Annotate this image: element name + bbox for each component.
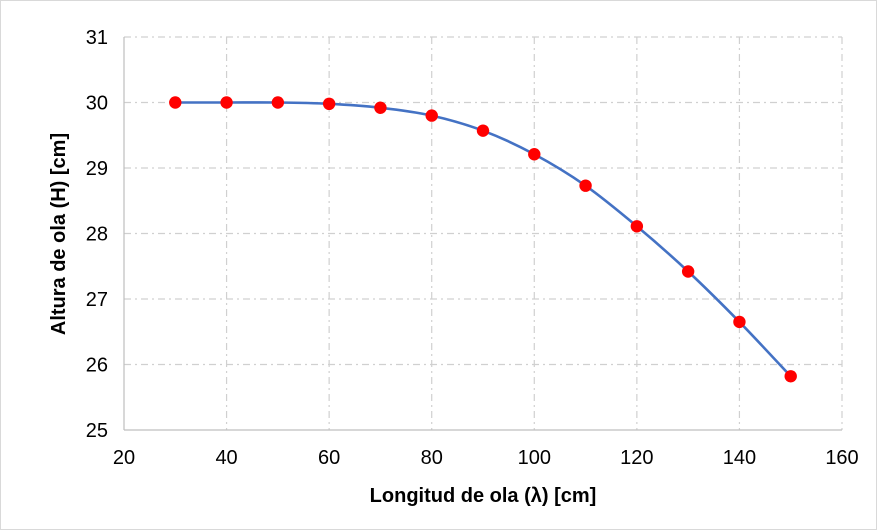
data-point — [528, 148, 541, 161]
series-line — [175, 101, 792, 378]
data-point — [476, 124, 490, 137]
y-axis-title: Altura de ola (H) [cm] — [48, 133, 70, 335]
y-tick-label: 29 — [86, 158, 108, 180]
y-tick-label: 28 — [86, 224, 108, 246]
data-point — [733, 315, 746, 329]
y-tick-label: 25 — [86, 420, 108, 442]
x-tick-label: 160 — [825, 447, 858, 469]
data-point — [630, 220, 644, 233]
data-point — [681, 265, 695, 278]
x-tick-label: 100 — [518, 447, 551, 469]
x-tick-label: 40 — [215, 447, 237, 469]
data-point — [271, 96, 285, 109]
tick-labels: 25 26 27 28 29 30 31 20 40 60 80 100 120 140 160 — [86, 27, 859, 469]
x-tick-label: 80 — [421, 447, 443, 469]
y-tick-label: 31 — [86, 27, 108, 49]
y-tick-label: 27 — [86, 289, 108, 311]
axes — [123, 37, 842, 431]
data-point — [220, 96, 233, 109]
data-point — [374, 101, 387, 114]
y-tick-label: 26 — [86, 355, 108, 377]
data-point — [784, 370, 797, 383]
data-point — [322, 97, 336, 111]
x-axis-title: Longitud de ola (λ) [cm] — [370, 485, 597, 507]
x-tick-label: 120 — [620, 447, 653, 469]
series — [169, 96, 797, 383]
gridlines — [124, 36, 843, 430]
data-point — [169, 96, 182, 109]
x-tick-label: 20 — [113, 447, 135, 469]
x-tick-label: 140 — [723, 447, 756, 469]
data-point — [425, 109, 438, 122]
data-point — [579, 179, 592, 192]
y-tick-label: 30 — [86, 93, 108, 115]
x-tick-label: 60 — [318, 447, 340, 469]
